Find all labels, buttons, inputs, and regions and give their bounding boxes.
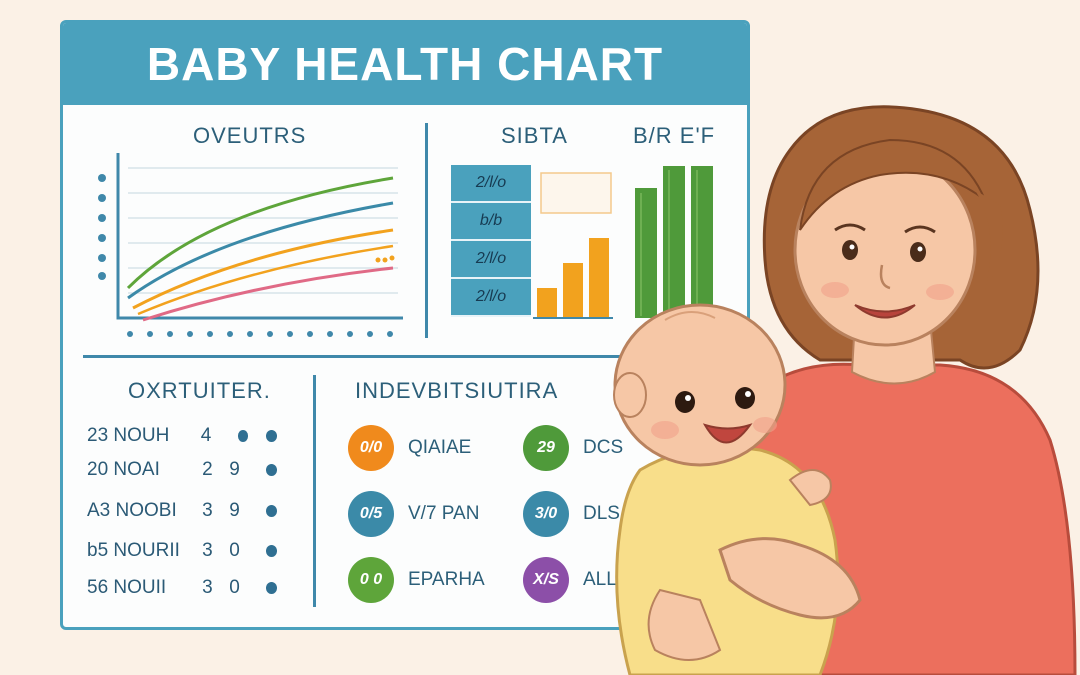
- right-panel-label: B/R E'F: [633, 123, 716, 148]
- mother-and-baby-illustration: [613, 105, 1077, 675]
- indicator-item: 0/0 QIAIAE: [348, 425, 471, 471]
- poster-header: BABY HEALTH CHART: [63, 23, 747, 105]
- green-bars: [635, 166, 713, 318]
- stat-row: 23 NOUH 4: [87, 421, 278, 451]
- indicator-item: 29 DCS: [523, 425, 623, 471]
- stat-row: A3 NOOBI 3 9: [87, 496, 277, 526]
- indicator-item: X/S ALL: [523, 557, 617, 603]
- indicator-badge: X/S: [523, 557, 569, 603]
- indicator-item: 0/5 V/7 PAN: [348, 491, 479, 537]
- divider-vertical-bottom: [313, 375, 316, 607]
- health-chart-poster: BABY HEALTH CHART OVEUTRS: [60, 20, 750, 630]
- bar-chart-icon: [533, 172, 613, 319]
- stat-row: 20 NOAI 2 9: [87, 455, 277, 485]
- mother-hand: [718, 537, 862, 620]
- growth-panel-label: OVEUTRS: [193, 123, 307, 148]
- indicator-badge: 0/0: [348, 425, 394, 471]
- stat-row: b5 NOURII 3 0: [87, 536, 277, 566]
- indicators-panel-label: INDEVBITSIUTIRA: [355, 378, 559, 403]
- bar-label-4: 2/l/o: [451, 279, 531, 317]
- bar-label-2: b/b: [451, 203, 531, 241]
- divider-vertical-top: [425, 123, 428, 338]
- stat-dot: [266, 464, 277, 476]
- stat-dot: [266, 545, 277, 557]
- stat-dot: [266, 430, 278, 442]
- bar-label-1: 2/l/o: [451, 165, 531, 203]
- indicator-item: 3/0 DLS: [523, 491, 620, 537]
- indicator-badge: 3/0: [523, 491, 569, 537]
- stats-panel-label: OXRTUITER.: [128, 378, 271, 403]
- indicator-item: 0 0 EPARHA: [348, 557, 485, 603]
- indicator-badge: 29: [523, 425, 569, 471]
- stat-dot: [237, 430, 249, 442]
- stat-row: 56 NOUII 3 0: [87, 573, 277, 603]
- growth-chart-icon: [98, 153, 403, 337]
- middle-panel-label: SIBTA: [501, 123, 568, 148]
- indicator-badge: 0 0: [348, 557, 394, 603]
- indicator-badge: 0/5: [348, 491, 394, 537]
- divider-horizontal: [83, 355, 743, 358]
- stat-dot: [266, 505, 277, 517]
- poster-title: BABY HEALTH CHART: [146, 38, 664, 90]
- stat-dot: [266, 582, 277, 594]
- bar-label-3: 2/l/o: [451, 241, 531, 279]
